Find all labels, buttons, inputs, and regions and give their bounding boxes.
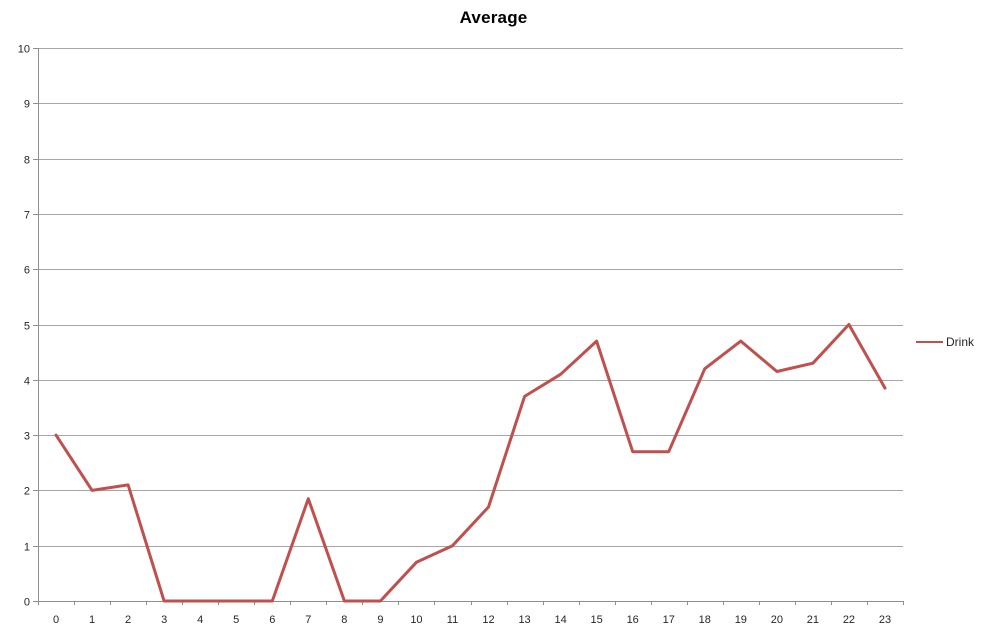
x-tick-label: 5 <box>233 614 239 626</box>
y-tick-label: 0 <box>24 597 30 609</box>
y-tick-label: 7 <box>24 210 30 222</box>
x-tick-label: 17 <box>663 614 675 626</box>
x-tick-label: 12 <box>482 614 494 626</box>
y-tick-label: 10 <box>18 44 30 56</box>
x-tick-label: 20 <box>771 614 783 626</box>
x-tick-label: 14 <box>554 614 566 626</box>
x-tick-label: 19 <box>735 614 747 626</box>
x-tick-label: 13 <box>518 614 530 626</box>
x-tick-label: 8 <box>341 614 347 626</box>
x-tick-label: 15 <box>591 614 603 626</box>
x-tick-label: 16 <box>627 614 639 626</box>
x-tick-label: 11 <box>447 614 458 626</box>
legend-line-sample-icon <box>916 341 943 343</box>
x-tick-label: 21 <box>807 614 819 626</box>
x-tick-label: 23 <box>879 614 891 626</box>
series-line <box>54 323 887 603</box>
y-tick-label: 6 <box>24 265 30 277</box>
y-tick-label: 8 <box>24 155 30 167</box>
y-tick-label: 5 <box>24 321 30 333</box>
x-tick-label: 7 <box>305 614 311 626</box>
chart-title: Average <box>459 8 528 27</box>
legend: Drink <box>916 334 974 350</box>
y-tick-label: 3 <box>24 431 30 443</box>
legend-label: Drink <box>946 335 975 349</box>
x-tick-label: 10 <box>410 614 422 626</box>
x-tick-label: 0 <box>53 614 59 626</box>
x-tick-label: 9 <box>377 614 383 626</box>
x-tick-label: 2 <box>125 614 131 626</box>
x-tick-label: 6 <box>269 614 275 626</box>
x-tick-label: 22 <box>843 614 855 626</box>
x-tick-label: 4 <box>197 614 203 626</box>
y-tick-label: 9 <box>24 99 30 111</box>
x-tick-label: 3 <box>161 614 167 626</box>
y-tick-label: 4 <box>24 376 30 388</box>
x-tick-label: 18 <box>699 614 711 626</box>
y-tick-label: 2 <box>24 486 30 498</box>
y-tick-label: 1 <box>24 542 30 554</box>
x-tick-label: 1 <box>89 614 95 626</box>
